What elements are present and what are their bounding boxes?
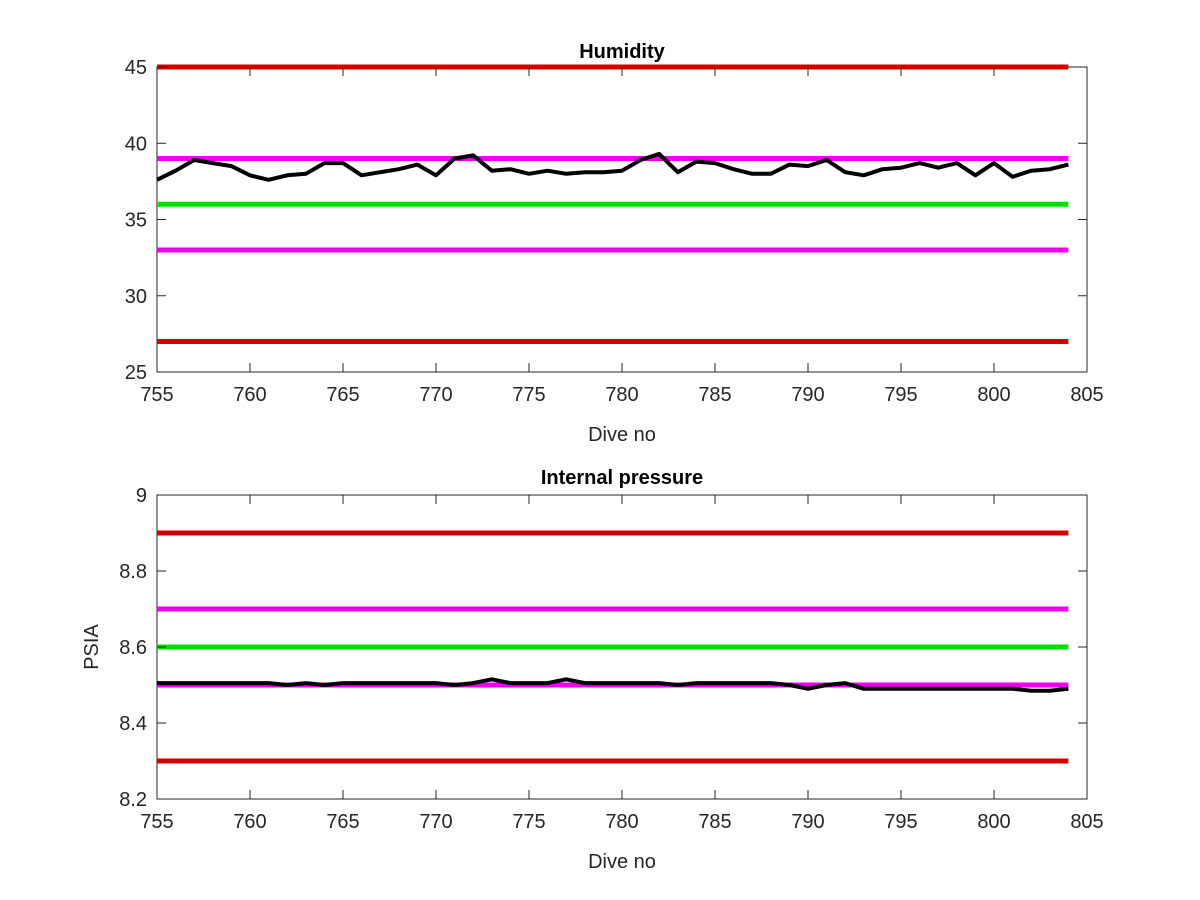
humidity-x-tick-label-7: 790 bbox=[791, 384, 824, 406]
humidity-x-tick-label-5: 780 bbox=[605, 384, 638, 406]
humidity-x-tick-label-9: 800 bbox=[977, 384, 1010, 406]
pressure-series bbox=[157, 677, 1069, 693]
humidity-x-ticks: 755 760 765 770 775 780 785 790 795 800 805 bbox=[140, 67, 1104, 406]
humidity-axes-box bbox=[156, 66, 1088, 373]
pressure-x-tick-label-3: 770 bbox=[419, 811, 452, 833]
pressure-y-axis-label: PSIA bbox=[81, 624, 103, 670]
pressure-x-ticks: 755 760 765 770 775 780 785 790 795 800 805 bbox=[140, 495, 1104, 833]
pressure-y-tick-label-4: 9 bbox=[136, 485, 147, 507]
humidity-series bbox=[156, 151, 1069, 182]
pressure-y-tick-label-3: 8.8 bbox=[119, 561, 147, 583]
internal-pressure-chart: 755 760 765 770 775 780 785 790 795 800 805 8.2 8.4… bbox=[81, 467, 1104, 873]
pressure-title: Internal pressure bbox=[541, 467, 703, 489]
pressure-x-tick-label-4: 775 bbox=[512, 811, 545, 833]
humidity-x-tick-label-3: 770 bbox=[419, 384, 452, 406]
humidity-chart: 755 760 765 770 775 780 785 790 795 800 805 25 30 35… bbox=[125, 41, 1104, 446]
pressure-x-axis-label: Dive no bbox=[588, 851, 656, 873]
humidity-data-line-0 bbox=[156, 151, 1069, 182]
humidity-y-tick-label-0: 25 bbox=[125, 362, 147, 384]
humidity-y-tick-label-3: 40 bbox=[125, 133, 147, 155]
humidity-y-tick-label-2: 35 bbox=[125, 210, 147, 232]
pressure-x-tick-label-10: 805 bbox=[1070, 811, 1103, 833]
humidity-reference-lines bbox=[157, 64, 1069, 344]
pressure-x-tick-label-7: 790 bbox=[791, 811, 824, 833]
pressure-x-tick-label-6: 785 bbox=[698, 811, 731, 833]
humidity-x-tick-label-10: 805 bbox=[1070, 384, 1103, 406]
humidity-x-tick-label-2: 765 bbox=[326, 384, 359, 406]
humidity-x-tick-label-8: 795 bbox=[884, 384, 917, 406]
pressure-y-tick-label-2: 8.6 bbox=[119, 637, 147, 659]
pressure-y-tick-label-0: 8.2 bbox=[119, 789, 147, 811]
humidity-x-tick-label-6: 785 bbox=[698, 384, 731, 406]
pressure-y-ticks: 8.2 8.4 8.6 8.8 9 bbox=[119, 485, 1087, 811]
humidity-title: Humidity bbox=[579, 41, 665, 63]
humidity-y-tick-label-1: 30 bbox=[125, 286, 147, 308]
humidity-x-tick-label-4: 775 bbox=[512, 384, 545, 406]
pressure-x-tick-label-8: 795 bbox=[884, 811, 917, 833]
pressure-x-tick-label-9: 800 bbox=[977, 811, 1010, 833]
humidity-x-tick-label-1: 760 bbox=[233, 384, 266, 406]
humidity-y-tick-label-4: 45 bbox=[125, 57, 147, 79]
pressure-x-tick-label-0: 755 bbox=[140, 811, 173, 833]
pressure-x-tick-label-5: 780 bbox=[605, 811, 638, 833]
pressure-x-tick-label-2: 765 bbox=[326, 811, 359, 833]
humidity-x-tick-label-0: 755 bbox=[140, 384, 173, 406]
pressure-y-tick-label-1: 8.4 bbox=[119, 713, 147, 735]
humidity-y-ticks: 25 30 35 40 45 bbox=[125, 57, 1087, 384]
pressure-data-line-0 bbox=[157, 677, 1069, 693]
humidity-x-axis-label: Dive no bbox=[588, 424, 656, 446]
pressure-x-tick-label-1: 760 bbox=[233, 811, 266, 833]
